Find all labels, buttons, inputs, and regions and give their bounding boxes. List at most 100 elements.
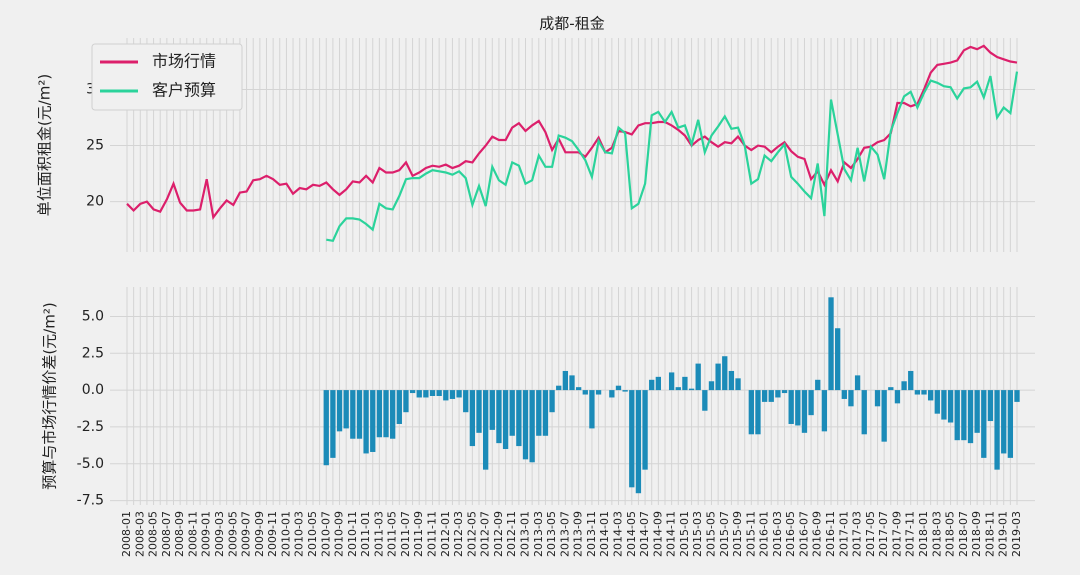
bar (888, 387, 894, 391)
x-tick-label: 2018-03 (930, 511, 943, 557)
bar (330, 390, 336, 458)
x-tick-label: 2014-11 (665, 511, 678, 557)
x-tick-label: 2014-05 (625, 511, 638, 557)
bar (1001, 390, 1007, 454)
x-tick-label: 2012-11 (505, 511, 518, 557)
bar (675, 387, 681, 391)
x-tick-label: 2013-05 (545, 511, 558, 557)
x-tick-label: 2018-05 (944, 511, 957, 557)
bar (622, 390, 628, 392)
x-tick-label: 2016-01 (758, 511, 771, 557)
x-tick-label: 2009-01 (200, 511, 213, 557)
bar (702, 390, 708, 411)
bar (456, 390, 462, 398)
bar (575, 387, 582, 391)
x-tick-label: 2008-03 (133, 511, 146, 557)
x-tick-label: 2016-11 (824, 511, 837, 557)
bar (390, 390, 396, 439)
bar (682, 376, 688, 391)
x-tick-label: 2011-05 (386, 511, 399, 557)
x-tick-label: 2009-09 (253, 511, 266, 557)
x-tick-label: 2008-07 (160, 511, 173, 557)
x-tick-label: 2009-07 (240, 511, 253, 557)
bar (429, 390, 436, 396)
bar (775, 390, 781, 398)
x-tick-label: 2013-09 (572, 511, 585, 557)
x-tick-label: 2018-09 (970, 511, 983, 557)
bar (655, 376, 661, 391)
x-tick-label: 2012-07 (479, 511, 492, 557)
x-tick-label: 2011-01 (359, 511, 372, 557)
bar (496, 390, 502, 444)
y-tick-label: -7.5 (77, 493, 104, 509)
bar (416, 390, 422, 398)
x-tick-label: 2015-01 (678, 511, 691, 557)
bar (635, 390, 642, 494)
bar (629, 390, 635, 488)
bar (668, 372, 675, 391)
bar (423, 390, 429, 398)
bar (755, 390, 761, 435)
x-tick-label: 2008-01 (120, 511, 133, 557)
y-tick-label: 25 (86, 138, 104, 154)
x-tick-label: 2014-03 (611, 511, 624, 557)
y-axis-label: 预算与市场行情价差(元/m²) (41, 302, 59, 489)
bar (908, 370, 914, 391)
bar (649, 379, 655, 391)
bar (974, 390, 980, 433)
x-tick-label: 2010-07 (319, 511, 332, 557)
bar (854, 375, 861, 391)
bar (795, 390, 801, 426)
bar (815, 379, 821, 391)
bar (463, 390, 469, 413)
x-tick-label: 2013-07 (558, 511, 571, 557)
bar (483, 390, 489, 470)
bar (848, 390, 854, 407)
y-axis-label: 单位面积租金(元/m²) (36, 74, 54, 216)
x-tick-label: 2018-07 (957, 511, 970, 557)
x-tick-label: 2015-03 (691, 511, 704, 557)
x-tick-label: 2012-09 (492, 511, 505, 557)
bar (954, 390, 960, 441)
bar (828, 297, 834, 391)
bar (383, 390, 389, 438)
x-tick-label: 2017-07 (877, 511, 890, 557)
bar (409, 390, 416, 394)
bar (901, 381, 907, 391)
x-tick-label: 2016-05 (784, 511, 797, 557)
bar (1007, 390, 1014, 458)
bar (595, 390, 602, 395)
bar (350, 390, 356, 439)
x-tick-label: 2015-09 (731, 511, 744, 557)
bar (376, 390, 383, 438)
y-tick-label: 20 (86, 194, 104, 210)
x-tick-label: 2011-11 (426, 511, 439, 557)
x-tick-label: 2016-07 (797, 511, 810, 557)
x-tick-label: 2017-09 (890, 511, 903, 557)
bar (562, 370, 569, 391)
bar (476, 390, 482, 433)
bar (615, 385, 622, 391)
bar (529, 390, 535, 463)
bar (994, 390, 1000, 470)
bar (961, 390, 967, 441)
bar (928, 390, 934, 401)
bar (881, 390, 887, 442)
bar (987, 390, 994, 422)
x-tick-label: 2014-07 (638, 511, 651, 557)
x-tick-label: 2014-01 (598, 511, 611, 557)
y-tick-label: 0.0 (82, 382, 104, 398)
x-tick-label: 2019-01 (997, 511, 1010, 557)
bar (981, 390, 987, 458)
bar (1014, 390, 1020, 402)
bar (821, 390, 828, 432)
bar (443, 390, 449, 401)
x-tick-label: 2008-09 (173, 511, 186, 557)
bar (715, 363, 721, 391)
x-tick-label: 2015-07 (718, 511, 731, 557)
x-tick-label: 2008-11 (186, 511, 199, 557)
legend-label: 客户预算 (152, 81, 216, 100)
y-tick-label: 5.0 (82, 308, 104, 324)
x-tick-label: 2017-11 (904, 511, 917, 557)
bar (861, 390, 867, 435)
